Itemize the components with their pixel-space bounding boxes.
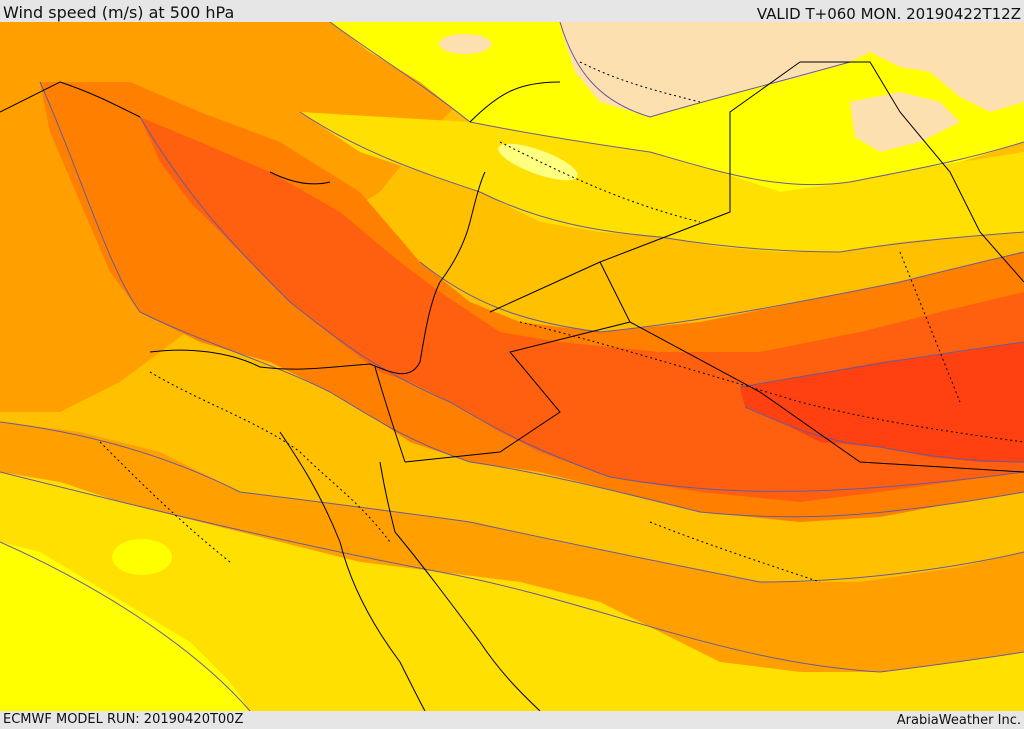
wind-band-north-gold xyxy=(300,112,1024,252)
header-bar: Wind speed (m/s) at 500 hPa VALID T+060 … xyxy=(0,0,1024,23)
country-borders xyxy=(374,61,1024,473)
credit: ArabiaWeather Inc. xyxy=(896,713,1021,728)
wind-band-northeast-peach-2 xyxy=(850,92,960,152)
footer-bar: ECMWF MODEL RUN: 20190420T00Z ArabiaWeat… xyxy=(0,711,1024,729)
wind-speed-map xyxy=(0,22,1024,711)
model-run: ECMWF MODEL RUN: 20190420T00Z xyxy=(3,712,244,727)
wind-band-south-orange xyxy=(0,422,1024,672)
wind-band-yellow-spot-north xyxy=(498,143,578,181)
wind-band-yellow-spot xyxy=(112,539,172,575)
wind-band-max-core xyxy=(740,342,1024,462)
valid-time: VALID T+060 MON. 20190422T12Z xyxy=(756,5,1021,23)
wind-band-south-gold xyxy=(0,472,1024,711)
wind-band-peach-spot xyxy=(439,34,491,54)
wind-band-northeast-peach xyxy=(560,22,1024,117)
coastlines xyxy=(0,81,561,711)
map-title: Wind speed (m/s) at 500 hPa xyxy=(3,3,235,22)
internal-borders xyxy=(99,61,1024,583)
wind-band-southwest-yellow xyxy=(0,542,250,711)
